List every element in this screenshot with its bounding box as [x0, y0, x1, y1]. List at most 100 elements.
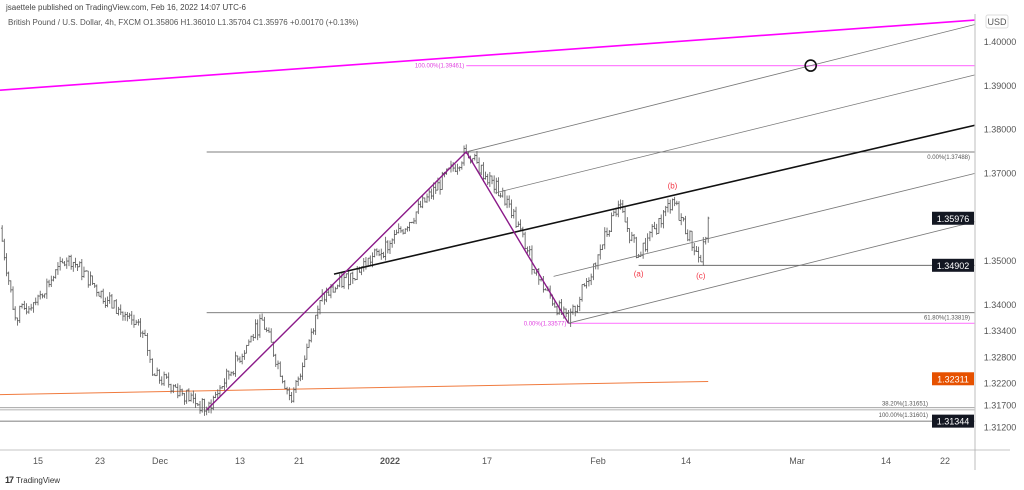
published-caption: jsaettele published on TradingView.com, … — [6, 3, 246, 12]
time-tick-label: 23 — [95, 456, 105, 466]
ohlc-bar — [176, 383, 179, 399]
ohlc-bar — [108, 292, 111, 304]
pitchfork-line[interactable] — [466, 24, 976, 153]
ohlc-bar — [201, 398, 204, 413]
ohlc-bar — [605, 227, 609, 237]
price-tick-label: 1.32200 — [984, 379, 1017, 389]
ohlc-bar — [56, 262, 60, 275]
magenta-trendline[interactable] — [0, 19, 976, 91]
price-tick-label: 1.38000 — [984, 125, 1017, 135]
ohlc-bar — [270, 328, 273, 343]
ohlc-bar — [119, 304, 122, 315]
time-tick-label: 13 — [235, 456, 245, 466]
currency-label: USD — [987, 17, 1007, 27]
ohlc-bar — [574, 305, 577, 317]
ohlc-bar — [178, 385, 182, 397]
symbol-legend: British Pound / U.S. Dollar, 4h, FXCM O1… — [6, 17, 361, 28]
ohlc-bar — [126, 312, 129, 322]
ohlc-bar — [610, 212, 613, 233]
ohlc-bar — [151, 358, 154, 376]
ohlc-bar — [218, 385, 222, 397]
time-tick-label: 14 — [881, 456, 891, 466]
ohlc-bar — [223, 378, 226, 391]
ohlc-bar — [243, 350, 246, 360]
time-tick-label: 17 — [482, 456, 492, 466]
ohlc-bar — [641, 242, 645, 259]
ohlc-bar — [530, 245, 534, 275]
footer-logo-text[interactable]: TradingView — [16, 475, 61, 485]
ohlc-bar — [512, 208, 515, 219]
ohlc-bar — [106, 296, 109, 308]
drawings[interactable]: 100.00%(1.39461) 0.00%(1.37488) 61.80%(1.3… — [0, 19, 976, 419]
ohlc-bar — [601, 244, 604, 250]
ohlc-bar — [263, 316, 266, 330]
ohlc-bar — [185, 389, 188, 404]
ohlc-bar — [158, 369, 161, 384]
ohlc-bar — [169, 383, 173, 394]
ohlc-bar — [234, 351, 237, 377]
ohlc-bar — [110, 293, 114, 309]
pitchfork-median-line[interactable] — [333, 124, 976, 275]
ohlc-bar — [260, 313, 264, 321]
wave-label: (a) — [634, 269, 644, 278]
price-tick-label: 1.40000 — [984, 37, 1017, 47]
ohlc-bar — [517, 221, 520, 227]
pitchfork-line[interactable] — [494, 74, 976, 194]
ohlc-bar — [628, 228, 631, 244]
ohlc-bar — [23, 300, 26, 310]
tradingview-logo-icon[interactable]: 17 — [5, 475, 14, 485]
ohlc-bar — [632, 234, 636, 243]
ohlc-bar — [508, 195, 511, 208]
pitchfork-line[interactable] — [553, 173, 976, 277]
ohlc-bar — [526, 246, 529, 254]
ohlc-bar — [167, 372, 170, 388]
time-axis[interactable]: 15 23 Dec 13 21 2022 17 Feb 14 Mar 14 22 — [33, 456, 950, 466]
pitchfork-line[interactable] — [568, 221, 976, 324]
ohlc-bar — [146, 333, 149, 356]
price-axis[interactable]: 1.40000 1.39000 1.38000 1.37000 1.35000 1.340… — [932, 37, 1016, 432]
target-circle-icon[interactable] — [804, 59, 817, 72]
ohlc-bar — [650, 224, 654, 238]
currency-button[interactable] — [985, 14, 1009, 29]
ohlc-bar — [702, 237, 705, 266]
ohlc-bar — [123, 311, 127, 321]
ohlc-bar — [130, 310, 133, 325]
ohlc-bar — [153, 373, 157, 377]
ohlc-bar — [172, 384, 175, 394]
ohlc-bar — [115, 299, 118, 314]
ohlc-bar — [265, 327, 268, 333]
ohlc-bar — [165, 373, 168, 379]
ohlc-bar — [128, 312, 131, 319]
ohlc-bar — [635, 236, 638, 259]
swing-path[interactable] — [206, 150, 570, 411]
ohlc-bar — [227, 370, 231, 380]
time-tick-label: 15 — [33, 456, 43, 466]
fib-level-label: 0.00%(1.33577) — [524, 321, 567, 327]
ohlc-bar — [655, 223, 658, 235]
price-badge — [932, 414, 974, 428]
ohlc-bar — [27, 306, 31, 314]
ohlc-bar — [283, 379, 287, 389]
ohlc-bar — [580, 284, 584, 302]
ohlc-bar — [225, 368, 228, 388]
price-badge-label: 1.31344 — [937, 417, 970, 427]
ohlc-bar — [194, 393, 197, 408]
ohlc-bar — [45, 278, 49, 299]
ohlc-bar — [18, 305, 21, 324]
ohlc-bar — [63, 261, 66, 267]
ohlc-bar — [288, 387, 291, 401]
price-tick-label: 1.35000 — [984, 256, 1017, 266]
ohlc-bar — [523, 231, 527, 250]
time-tick-label: Dec — [152, 456, 169, 466]
ohlc-bar — [533, 268, 536, 274]
ohlc-bar — [229, 371, 233, 377]
time-tick-label: 21 — [294, 456, 304, 466]
fib-level-label: 100.00%(1.31601) — [879, 413, 928, 419]
ohlc-bar — [240, 353, 244, 365]
ohlc-bar — [544, 288, 547, 291]
ohlc-bar — [54, 269, 57, 279]
ohlc-bar — [162, 371, 166, 386]
ohlc-bar — [61, 258, 64, 264]
ohlc-bar — [214, 391, 217, 399]
